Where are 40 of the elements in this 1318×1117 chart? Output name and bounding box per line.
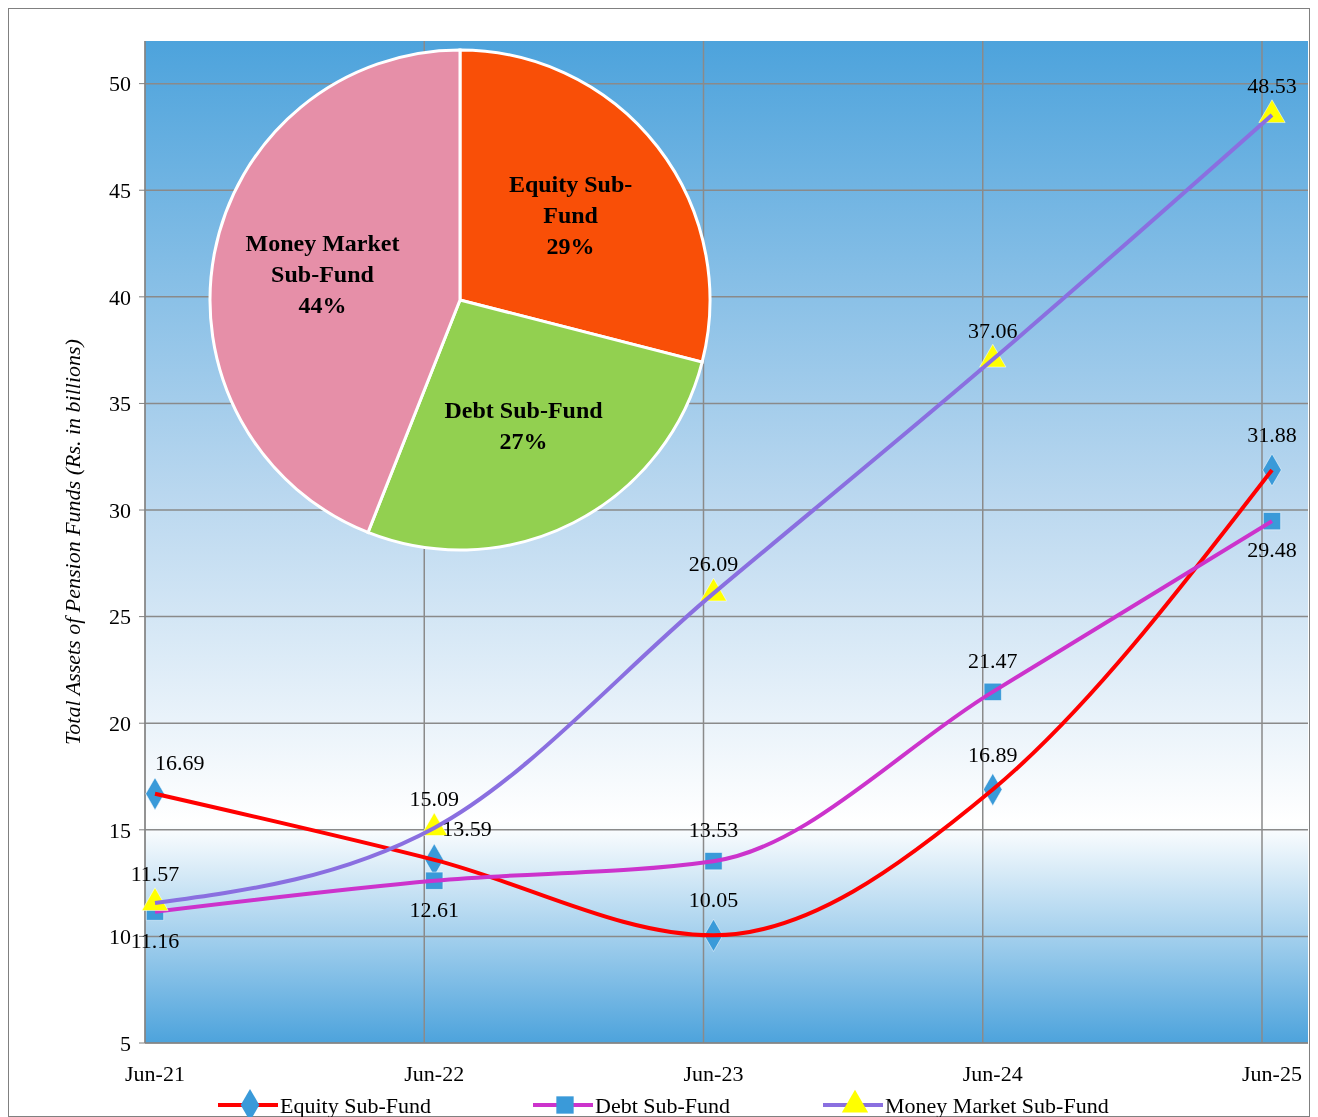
legend-label: Money Market Sub-Fund: [885, 1092, 1109, 1117]
data-label: 13.53: [688, 817, 739, 843]
data-label: 21.47: [968, 647, 1018, 673]
y-tick-label: 35: [109, 391, 131, 417]
data-label: 48.53: [1247, 72, 1297, 98]
legend-label: Equity Sub-Fund: [280, 1092, 431, 1117]
data-label: 13.59: [442, 815, 492, 841]
data-label: 31.88: [1247, 421, 1297, 447]
data-label: 16.89: [968, 741, 1018, 767]
x-tick-label: Jun-23: [683, 1061, 744, 1086]
y-tick-label: 20: [109, 710, 131, 736]
data-label: 27%: [499, 427, 548, 454]
data-label: 11.57: [130, 860, 180, 886]
data-label: 12.61: [409, 896, 459, 922]
x-tick-label: Jun-25: [1242, 1061, 1302, 1086]
data-label: 10.05: [688, 887, 739, 913]
x-tick-label: Jun-22: [404, 1061, 465, 1086]
y-tick-label: 15: [109, 817, 131, 843]
y-axis-title: Total Assets of Pension Funds (Rs. in billions): [60, 339, 85, 745]
x-tick-label: Jun-24: [962, 1061, 1023, 1086]
y-tick-label: 50: [109, 71, 131, 97]
data-label: 37.06: [968, 317, 1018, 343]
x-tick-label: Jun-21: [125, 1061, 185, 1086]
y-tick-label: 45: [109, 177, 131, 203]
data-label: 26.09: [688, 551, 739, 577]
y-tick-label: 10: [109, 924, 131, 950]
data-label: 11.16: [130, 927, 180, 953]
slice-label: Equity Sub-Fund: [508, 170, 633, 228]
y-tick-label: 5: [120, 1030, 131, 1056]
data-label: 15.09: [409, 785, 459, 811]
data-label: 16.69: [155, 749, 205, 775]
data-label: 29%: [546, 232, 595, 259]
y-tick-label: 25: [109, 604, 131, 630]
y-tick-label: 30: [109, 497, 131, 523]
data-label: 29.48: [1247, 537, 1297, 563]
data-label: 44%: [298, 292, 347, 319]
slice-label: Money Market Sub-Fund: [245, 230, 400, 288]
slice-label: Debt Sub-Fund: [444, 396, 604, 423]
legend-label: Debt Sub-Fund: [595, 1092, 731, 1117]
y-tick-label: 40: [109, 284, 131, 310]
